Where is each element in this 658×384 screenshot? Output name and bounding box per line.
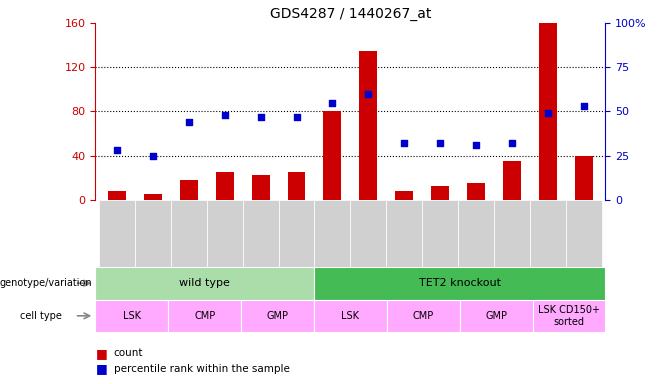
Bar [460, 300, 532, 332]
Text: LSK: LSK [123, 311, 141, 321]
Bar [180, 180, 198, 200]
Bar [467, 183, 485, 200]
Point [219, 112, 230, 118]
Bar [95, 300, 168, 332]
Bar [278, 200, 315, 267]
Text: cell type: cell type [20, 311, 62, 321]
Text: LSK: LSK [342, 311, 359, 321]
Text: CMP: CMP [413, 311, 434, 321]
Bar [350, 200, 386, 267]
Point [435, 140, 445, 146]
Text: percentile rank within the sample: percentile rank within the sample [114, 364, 290, 374]
Text: genotype/variation: genotype/variation [0, 278, 93, 288]
Bar [503, 161, 521, 200]
Bar [359, 51, 377, 200]
Point [327, 99, 338, 106]
Title: GDS4287 / 1440267_at: GDS4287 / 1440267_at [270, 7, 431, 21]
Bar [99, 200, 135, 267]
Point [363, 91, 374, 97]
Text: GMP: GMP [266, 311, 289, 321]
Text: GMP: GMP [485, 311, 507, 321]
Point [184, 119, 194, 125]
Bar [566, 200, 602, 267]
Point [112, 147, 122, 153]
Bar [241, 300, 314, 332]
Bar [95, 267, 314, 300]
Bar [315, 200, 350, 267]
Bar [387, 300, 460, 332]
Text: wild type: wild type [179, 278, 230, 288]
Bar [171, 200, 207, 267]
Bar [431, 187, 449, 200]
Bar [539, 23, 557, 200]
Point [578, 103, 589, 109]
Bar [144, 194, 162, 200]
Text: count: count [114, 348, 143, 358]
Text: TET2 knockout: TET2 knockout [418, 278, 501, 288]
Bar [251, 175, 270, 200]
Text: ■: ■ [95, 362, 107, 375]
Bar [288, 172, 305, 200]
Bar [575, 156, 593, 200]
Bar [458, 200, 494, 267]
Bar [207, 200, 243, 267]
Bar [395, 191, 413, 200]
Bar [532, 300, 605, 332]
Text: ■: ■ [95, 347, 107, 360]
Point [291, 114, 302, 120]
Bar [386, 200, 422, 267]
Bar [422, 200, 458, 267]
Point [471, 142, 482, 148]
Bar [530, 200, 566, 267]
Bar [494, 200, 530, 267]
Point [147, 152, 158, 159]
Point [507, 140, 517, 146]
Bar [324, 111, 342, 200]
Point [399, 140, 409, 146]
Bar [168, 300, 241, 332]
Bar [108, 191, 126, 200]
Bar [135, 200, 171, 267]
Point [543, 110, 553, 116]
Text: CMP: CMP [194, 311, 215, 321]
Point [255, 114, 266, 120]
Text: LSK CD150+
sorted: LSK CD150+ sorted [538, 305, 600, 327]
Bar [216, 172, 234, 200]
Bar [314, 300, 387, 332]
Bar [314, 267, 605, 300]
Bar [243, 200, 278, 267]
